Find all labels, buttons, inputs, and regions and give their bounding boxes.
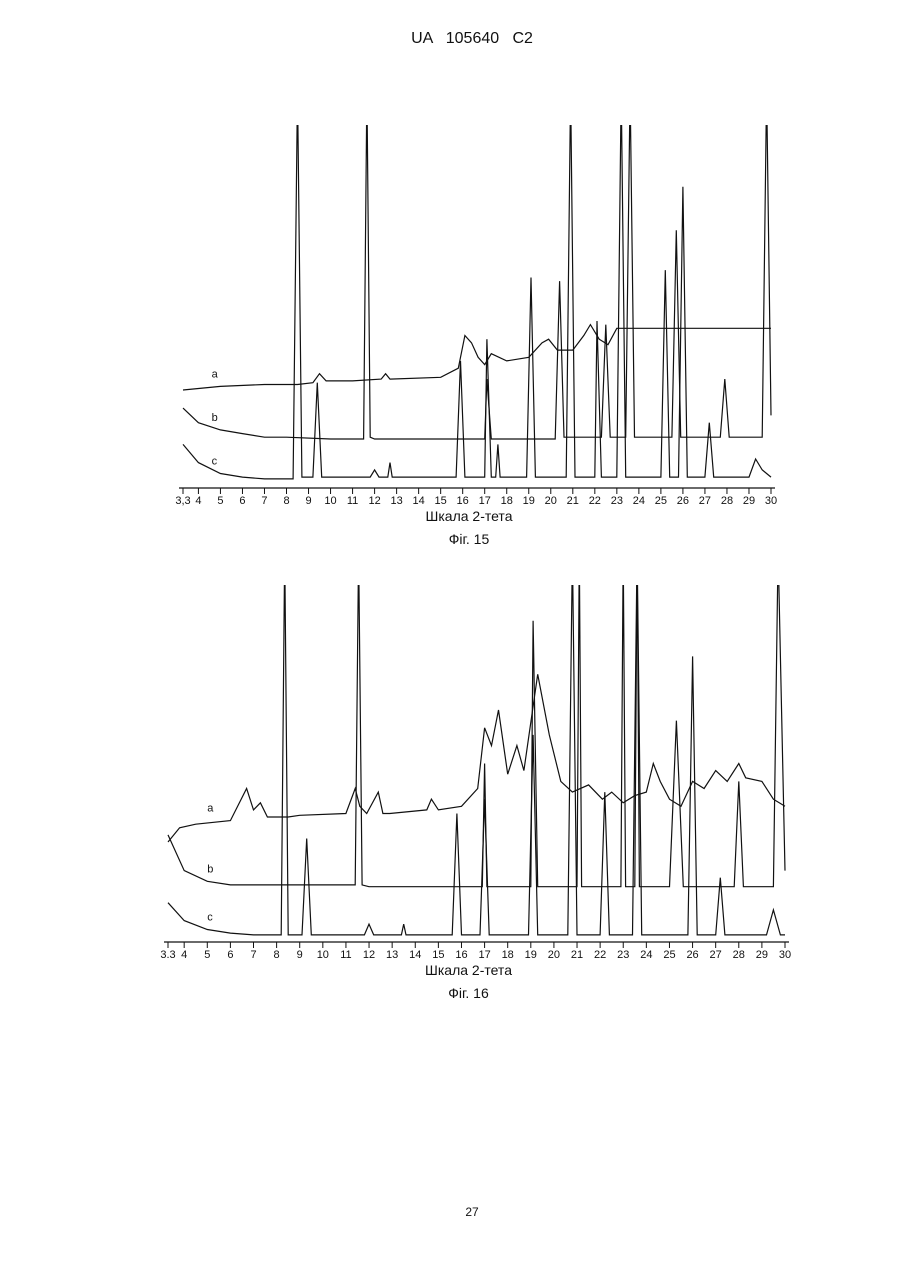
series-label: b xyxy=(212,412,218,424)
x-tick-label: 21 xyxy=(571,949,583,961)
figure-caption: Фіг. 15 xyxy=(449,531,490,547)
figure: 3,3 4 5 6 7 8 9 10 11 12 13 14 15 16 17 18 19 20 21 22 23 24 2… xyxy=(175,89,777,547)
x-tick-label: 17 xyxy=(478,949,490,961)
plot-area xyxy=(168,549,785,935)
trace xyxy=(183,89,771,439)
series-label: a xyxy=(207,803,214,815)
x-tick-label: 28 xyxy=(733,949,745,961)
x-tick-label: 20 xyxy=(548,949,560,961)
x-tick-label: 20 xyxy=(545,495,557,507)
x-tick-label: 15 xyxy=(435,495,447,507)
x-tick-label: 25 xyxy=(663,949,675,961)
x-tick-label: 25 xyxy=(655,495,667,507)
x-tick-label: 27 xyxy=(710,949,722,961)
series-label: a xyxy=(212,368,219,380)
x-tick-label: 11 xyxy=(347,495,358,507)
x-tick-label: 6 xyxy=(227,949,233,961)
x-tick-label: 8 xyxy=(274,949,280,961)
x-tick-label: 5 xyxy=(217,495,223,507)
trace xyxy=(168,549,785,935)
x-tick-label: 14 xyxy=(413,495,425,507)
x-tick-label: 28 xyxy=(721,495,733,507)
x-tick-label: 4 xyxy=(195,495,201,507)
x-tick-label: 26 xyxy=(677,495,689,507)
x-tick-label: 18 xyxy=(502,949,514,961)
x-tick-label: 7 xyxy=(250,949,256,961)
series-label: c xyxy=(207,912,213,924)
x-tick-label: 3.3 xyxy=(160,949,175,961)
x-tick-label: 19 xyxy=(523,495,535,507)
series-label: c xyxy=(212,455,218,467)
x-tick-label: 22 xyxy=(589,495,601,507)
header: UA 105640 C2 xyxy=(411,30,533,47)
figure: 3.3 4 5 6 7 8 9 10 11 12 13 14 15 16 17 18 19 20 21 22 23 24 2… xyxy=(160,549,791,1001)
figure-caption: Фіг. 16 xyxy=(448,985,489,1001)
x-tick-label: 21 xyxy=(567,495,579,507)
x-tick-label: 23 xyxy=(611,495,623,507)
x-tick-label: 24 xyxy=(640,949,652,961)
x-tick-label: 9 xyxy=(297,949,303,961)
x-tick-label: 14 xyxy=(409,949,421,961)
x-tick-label: 24 xyxy=(633,495,645,507)
x-tick-label: 11 xyxy=(340,949,351,961)
x-tick-label: 9 xyxy=(305,495,311,507)
x-tick-label: 10 xyxy=(317,949,329,961)
page: UA 105640 C2 27 3,3 4 5 6 7 8 9 10 11 12 13 14 15 16 1… xyxy=(0,0,901,1273)
x-axis-label: Шкала 2-тета xyxy=(426,508,513,524)
x-tick-label: 4 xyxy=(181,949,187,961)
x-tick-label: 30 xyxy=(765,495,777,507)
x-tick-label: 17 xyxy=(479,495,491,507)
x-tick-label: 13 xyxy=(390,495,402,507)
trace xyxy=(183,325,771,390)
x-tick-label: 15 xyxy=(432,949,444,961)
x-tick-label: 10 xyxy=(324,495,336,507)
x-tick-label: 7 xyxy=(261,495,267,507)
x-tick-label: 12 xyxy=(363,949,375,961)
series-label: b xyxy=(207,863,213,875)
x-tick-label: 26 xyxy=(686,949,698,961)
x-axis-label: Шкала 2-тета xyxy=(425,962,512,978)
x-tick-label: 27 xyxy=(699,495,711,507)
document-page: UA 105640 C2 27 3,3 4 5 6 7 8 9 10 11 12 13 14 15 16 1… xyxy=(0,0,901,1273)
x-tick-label: 5 xyxy=(204,949,210,961)
x-tick-label: 29 xyxy=(743,495,755,507)
x-tick-label: 22 xyxy=(594,949,606,961)
x-tick-label: 16 xyxy=(455,949,467,961)
x-tick-label: 6 xyxy=(239,495,245,507)
x-tick-label: 29 xyxy=(756,949,768,961)
x-tick-label: 18 xyxy=(501,495,513,507)
x-tick-label: 30 xyxy=(779,949,791,961)
plot-area xyxy=(183,89,771,479)
x-tick-label: 13 xyxy=(386,949,398,961)
x-tick-label: 19 xyxy=(525,949,537,961)
trace xyxy=(183,89,771,479)
x-tick-label: 16 xyxy=(457,495,469,507)
x-tick-label: 3,3 xyxy=(175,495,190,507)
trace xyxy=(168,549,785,886)
x-tick-label: 23 xyxy=(617,949,629,961)
x-tick-label: 12 xyxy=(368,495,380,507)
x-tick-label: 8 xyxy=(283,495,289,507)
page-number: 27 xyxy=(465,1205,479,1219)
